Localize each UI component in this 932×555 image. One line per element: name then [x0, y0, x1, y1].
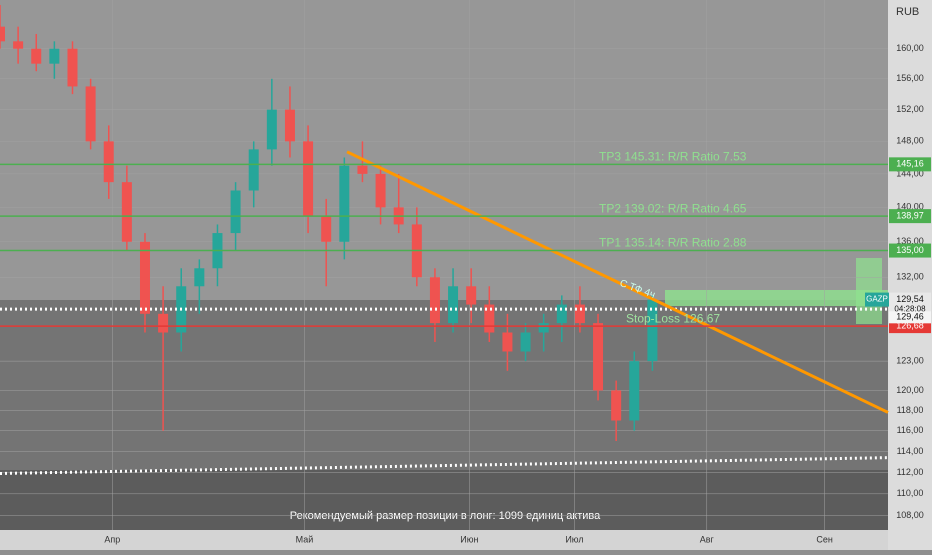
candle-body: [448, 286, 459, 324]
position-box: [665, 290, 888, 306]
y-tick-label: 118,00: [897, 405, 924, 415]
lower-zone: [0, 470, 888, 530]
price-badge: [889, 209, 931, 224]
second-price-badge: [889, 311, 931, 324]
candle-body: [429, 277, 440, 324]
y-tick-label: 132,00: [896, 272, 924, 282]
candle-body: [321, 215, 332, 242]
level-text: Stop-Loss 126.67: [626, 311, 720, 325]
candle-body: [31, 48, 42, 64]
price-badge-label: 138,97: [896, 210, 924, 220]
y-tick-label: 148,00: [896, 136, 924, 146]
candle-body: [303, 141, 314, 216]
price-badge: [889, 243, 931, 258]
x-tick-label: Сен: [816, 534, 833, 544]
position-box: [856, 258, 882, 324]
y-tick-label: 160,00: [896, 43, 924, 53]
countdown: 04:28:08: [894, 305, 926, 314]
footer-note: Рекомендуемый размер позиции в лонг: 109…: [290, 510, 601, 522]
y-tick-label: 114,00: [897, 446, 924, 456]
level-text: TP1 135.14: R/R Ratio 2.88: [599, 236, 747, 250]
candle-body: [466, 286, 477, 305]
dotted-line: [0, 456, 889, 475]
candle-body: [593, 323, 604, 391]
x-tick-label: Июн: [460, 534, 478, 544]
last-price-label: 129,54: [896, 294, 924, 304]
x-tick-label: Авг: [700, 534, 715, 544]
candle-body: [375, 173, 386, 208]
second-price-label: 129,46: [896, 312, 924, 322]
candle-body: [611, 390, 622, 421]
candle-body: [139, 241, 150, 314]
level-text: TP2 139.02: R/R Ratio 4.65: [599, 201, 747, 215]
y-tick-label: 136,00: [896, 236, 924, 246]
candle-body: [194, 268, 205, 287]
candle-body: [556, 304, 567, 324]
price-axis: [888, 0, 932, 550]
candle-body: [538, 323, 549, 333]
trendline: [346, 150, 889, 414]
candle-body: [67, 48, 78, 87]
candle-body: [520, 332, 531, 352]
currency: RUB: [896, 6, 919, 18]
candle-body: [357, 165, 368, 174]
price-badge: [889, 157, 931, 172]
y-tick-label: 123,00: [896, 356, 924, 366]
y-tick-label: 110,00: [897, 488, 924, 498]
candle-body: [158, 313, 169, 333]
y-tick-label: 108,00: [896, 510, 924, 520]
price-badge-label: 126,68: [896, 320, 924, 330]
price-badge-label: 145,16: [896, 159, 924, 169]
symbol-label: GAZP: [866, 295, 888, 304]
x-tick-label: Июл: [565, 534, 583, 544]
candle-body: [484, 304, 495, 333]
candle-body: [49, 48, 60, 64]
candle-body: [502, 332, 513, 352]
y-tick-label: 144,00: [896, 168, 924, 178]
candle-body: [339, 165, 350, 242]
candle-body: [103, 141, 114, 183]
candle-body: [85, 86, 96, 142]
y-tick-label: 152,00: [896, 104, 924, 114]
candle-body: [266, 109, 277, 150]
time-axis: [0, 530, 888, 550]
mid-zone: [0, 300, 888, 470]
candle-body: [121, 182, 132, 242]
y-tick-label: 156,00: [896, 73, 924, 83]
candle-body: [0, 26, 5, 42]
candle-body: [647, 299, 658, 362]
y-tick-label: 120,00: [896, 385, 924, 395]
candle-body: [284, 109, 295, 142]
y-tick-label: 116,00: [897, 425, 924, 435]
candle-body: [248, 149, 259, 191]
y-tick-label: 112,00: [897, 467, 924, 477]
x-tick-label: Апр: [104, 534, 120, 544]
x-tick-label: Май: [296, 534, 314, 544]
candle-body: [629, 361, 640, 421]
symbol-badge: [865, 292, 889, 307]
level-text: TP3 145.31: R/R Ratio 7.53: [599, 150, 747, 164]
y-tick-label: 140,00: [896, 202, 924, 212]
price-badge-label: 135,00: [896, 245, 924, 255]
candle-body: [230, 190, 241, 234]
candle-body: [13, 41, 24, 49]
candle-body: [574, 304, 585, 324]
upper-zone: [0, 0, 888, 300]
